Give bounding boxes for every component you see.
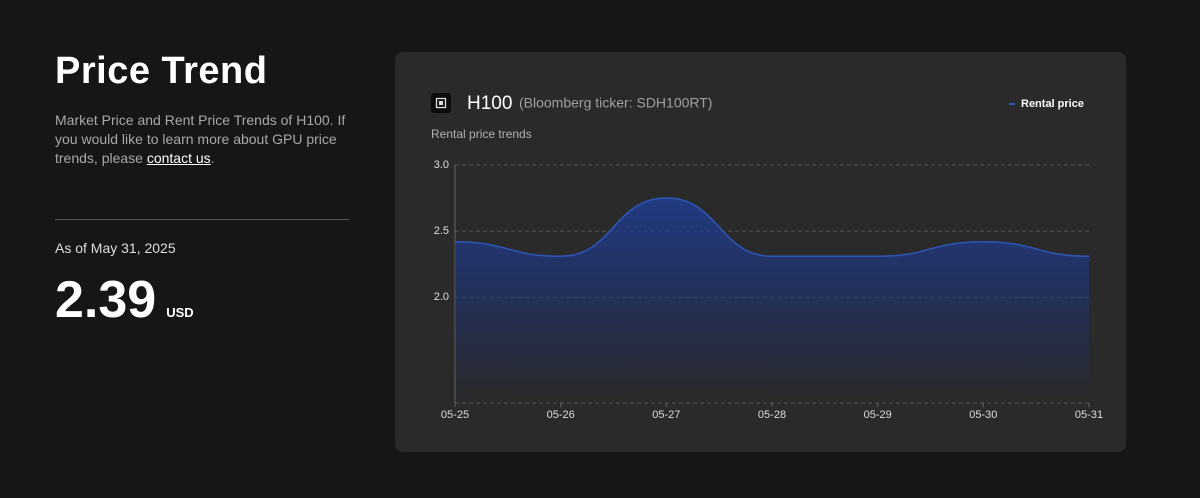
as-of-date: As of May 31, 2025	[55, 240, 176, 256]
y-tick-label: 3.0	[434, 159, 449, 171]
line	[454, 197, 1090, 257]
page-title: Price Trend	[55, 50, 268, 92]
description-suffix: .	[210, 150, 215, 166]
x-tick-label: 05-30	[969, 409, 997, 421]
y-tick-label: 2.5	[434, 225, 449, 237]
intro: Price Trend Market Price and Rent Price …	[55, 50, 355, 168]
price-unit: USD	[166, 305, 194, 320]
chart-card: H100 (Bloomberg ticker: SDH100RT) Rental…	[395, 52, 1126, 452]
description-text: Market Price and Rent Price Trends of H1…	[55, 112, 346, 166]
x-tick-label: 05-31	[1075, 409, 1103, 421]
chip-icon	[431, 93, 451, 113]
x-tick-label: 05-26	[547, 409, 575, 421]
x-tick-label: 05-28	[758, 409, 786, 421]
y-axis-label: Rental price trends	[431, 127, 532, 141]
chart-title: H100	[467, 93, 512, 114]
x-tick-label: 05-25	[441, 409, 469, 421]
y-tick-label: 2.0	[434, 291, 449, 303]
legend-label: Rental price	[1021, 98, 1084, 110]
description: Market Price and Rent Price Trends of H1…	[55, 111, 350, 168]
divider	[55, 219, 349, 220]
x-tick-label: 05-29	[864, 409, 892, 421]
contact-link[interactable]: contact us	[146, 150, 211, 166]
price-value: 2.39	[55, 271, 157, 329]
price: 2.39 USD	[55, 270, 194, 330]
x-tick-label: 05-27	[652, 409, 680, 421]
chart-subtitle: (Bloomberg ticker: SDH100RT)	[519, 95, 712, 111]
